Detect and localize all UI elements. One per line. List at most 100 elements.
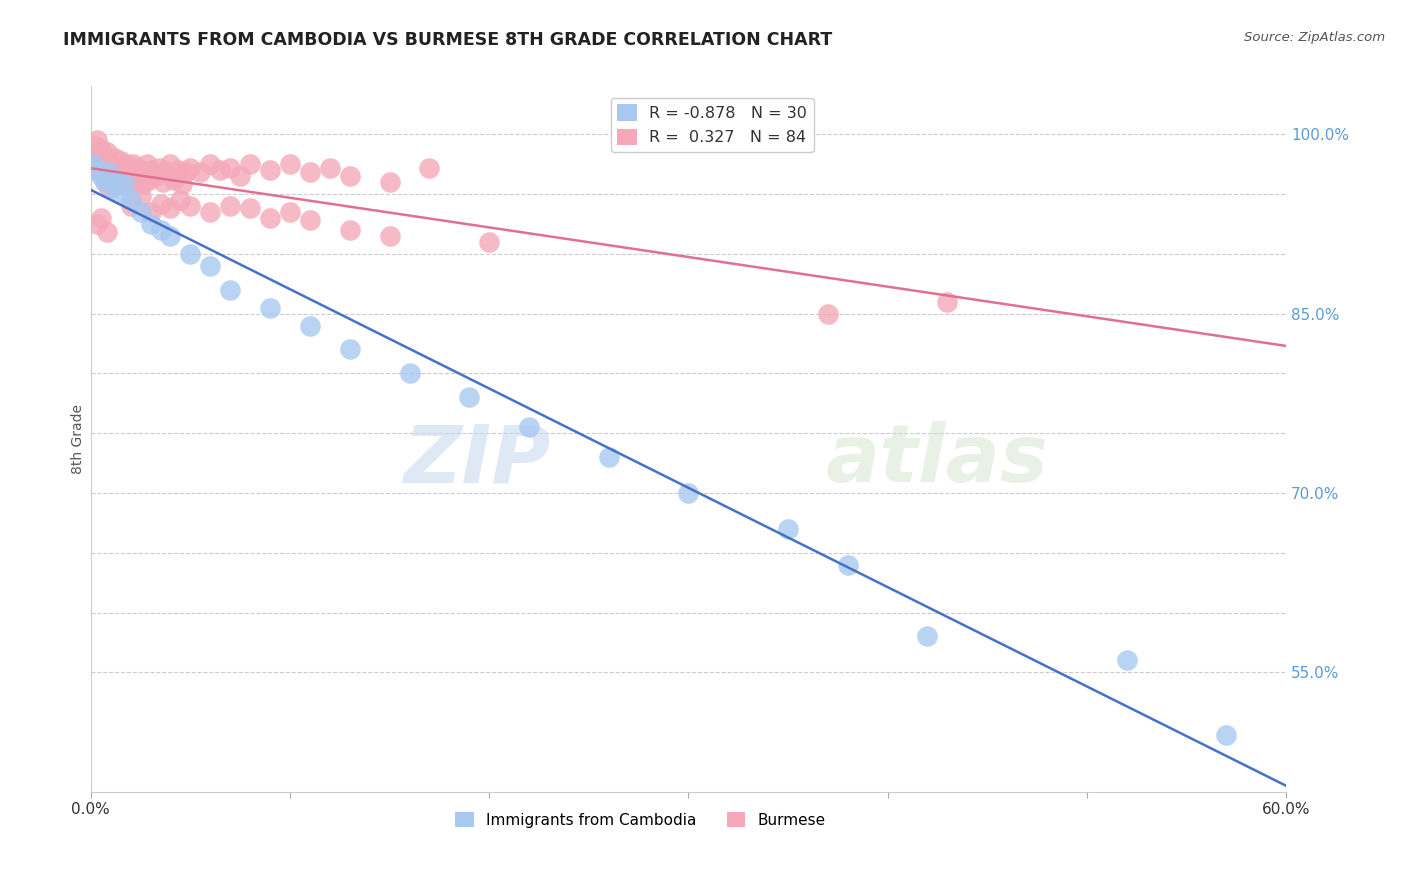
Point bbox=[114, 178, 136, 192]
Point bbox=[131, 178, 153, 192]
Point bbox=[159, 202, 181, 216]
Point bbox=[339, 223, 361, 237]
Point bbox=[319, 161, 342, 175]
Point bbox=[129, 189, 152, 203]
Point bbox=[93, 157, 115, 171]
Point bbox=[138, 172, 160, 186]
Point bbox=[96, 225, 118, 239]
Point bbox=[776, 522, 799, 536]
Point bbox=[117, 172, 139, 186]
Point bbox=[172, 178, 194, 192]
Point bbox=[148, 161, 170, 175]
Point bbox=[179, 199, 201, 213]
Text: IMMIGRANTS FROM CAMBODIA VS BURMESE 8TH GRADE CORRELATION CHART: IMMIGRANTS FROM CAMBODIA VS BURMESE 8TH … bbox=[63, 31, 832, 49]
Point bbox=[87, 149, 110, 163]
Point bbox=[155, 165, 177, 179]
Point bbox=[458, 390, 481, 404]
Point bbox=[129, 205, 152, 219]
Point bbox=[478, 235, 501, 249]
Point bbox=[97, 165, 120, 179]
Point bbox=[936, 294, 959, 309]
Point bbox=[152, 175, 174, 189]
Point bbox=[209, 163, 232, 178]
Point bbox=[100, 175, 122, 189]
Point bbox=[90, 211, 112, 225]
Y-axis label: 8th Grade: 8th Grade bbox=[72, 404, 86, 475]
Text: Source: ZipAtlas.com: Source: ZipAtlas.com bbox=[1244, 31, 1385, 45]
Point bbox=[219, 199, 242, 213]
Point bbox=[93, 175, 115, 189]
Point bbox=[115, 157, 138, 171]
Point bbox=[339, 343, 361, 357]
Point bbox=[298, 318, 321, 333]
Point bbox=[120, 165, 142, 179]
Point bbox=[96, 145, 118, 160]
Point bbox=[125, 161, 148, 175]
Point bbox=[149, 196, 172, 211]
Point bbox=[278, 157, 301, 171]
Point bbox=[179, 247, 201, 261]
Point bbox=[90, 163, 112, 178]
Point bbox=[298, 213, 321, 227]
Point bbox=[298, 165, 321, 179]
Point bbox=[188, 165, 211, 179]
Point bbox=[91, 169, 114, 183]
Point bbox=[96, 161, 118, 175]
Point bbox=[90, 142, 112, 156]
Point bbox=[378, 175, 401, 189]
Point bbox=[105, 175, 128, 189]
Point bbox=[110, 186, 132, 201]
Point bbox=[163, 172, 186, 186]
Point bbox=[139, 205, 162, 219]
Point bbox=[159, 228, 181, 243]
Point bbox=[86, 217, 108, 231]
Point bbox=[418, 161, 440, 175]
Point bbox=[239, 157, 262, 171]
Point bbox=[82, 157, 104, 171]
Point bbox=[259, 301, 281, 315]
Point bbox=[179, 161, 201, 175]
Point bbox=[917, 630, 939, 644]
Text: atlas: atlas bbox=[825, 421, 1049, 500]
Point bbox=[135, 157, 157, 171]
Point bbox=[114, 163, 136, 178]
Point bbox=[121, 157, 143, 171]
Point bbox=[219, 283, 242, 297]
Point bbox=[200, 259, 222, 273]
Point bbox=[90, 169, 112, 183]
Point bbox=[239, 202, 262, 216]
Point bbox=[124, 175, 146, 189]
Point bbox=[128, 169, 150, 183]
Point bbox=[97, 181, 120, 195]
Point bbox=[159, 157, 181, 171]
Point bbox=[1115, 653, 1137, 667]
Point bbox=[219, 161, 242, 175]
Legend: Immigrants from Cambodia, Burmese: Immigrants from Cambodia, Burmese bbox=[450, 805, 832, 834]
Point bbox=[120, 199, 142, 213]
Point bbox=[100, 157, 122, 171]
Point bbox=[167, 163, 190, 178]
Point bbox=[82, 145, 104, 160]
Point bbox=[598, 450, 620, 464]
Point bbox=[339, 169, 361, 183]
Point bbox=[86, 153, 108, 168]
Point bbox=[1215, 727, 1237, 741]
Point bbox=[86, 133, 108, 147]
Point bbox=[86, 163, 108, 178]
Point bbox=[139, 163, 162, 178]
Text: ZIP: ZIP bbox=[404, 421, 551, 500]
Point bbox=[107, 161, 129, 175]
Point bbox=[200, 157, 222, 171]
Point bbox=[398, 367, 420, 381]
Point bbox=[104, 151, 127, 165]
Point bbox=[837, 558, 859, 572]
Point bbox=[93, 175, 115, 189]
Point bbox=[143, 169, 166, 183]
Point bbox=[278, 205, 301, 219]
Point bbox=[87, 157, 110, 171]
Point bbox=[101, 163, 124, 178]
Point bbox=[97, 165, 120, 179]
Point bbox=[129, 163, 152, 178]
Point bbox=[91, 151, 114, 165]
Point bbox=[110, 153, 132, 168]
